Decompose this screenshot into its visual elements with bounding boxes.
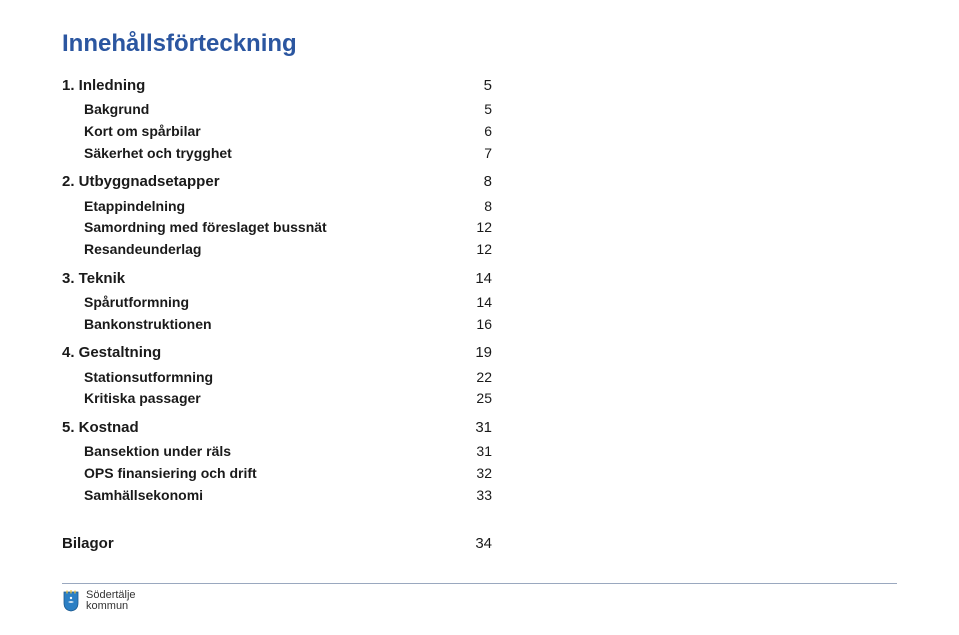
toc-label: 2. Utbyggnadsetapper [62, 170, 220, 193]
toc-page-number: 5 [484, 99, 492, 121]
shield-dot [70, 597, 72, 599]
toc-label: OPS finansiering och drift [62, 463, 257, 485]
toc-label: Bansektion under räls [62, 441, 231, 463]
toc-page-number: 31 [475, 416, 492, 439]
toc-entry: 3. Teknik 14 [62, 267, 492, 290]
toc-label: Bakgrund [62, 99, 149, 121]
toc-entry: Resandeunderlag 12 [62, 239, 492, 261]
toc-entry: Etappindelning 8 [62, 196, 492, 218]
toc-page-number: 31 [476, 441, 492, 463]
toc-entry: 2. Utbyggnadsetapper 8 [62, 170, 492, 193]
footer-text: Södertälje kommun [86, 590, 136, 613]
toc-label: Kort om spårbilar [62, 121, 201, 143]
toc-page-number: 34 [475, 532, 492, 555]
toc-entry: Spårutformning 14 [62, 292, 492, 314]
toc-label: Säkerhet och trygghet [62, 143, 232, 165]
toc-page-number: 33 [476, 485, 492, 507]
toc-entry: 5. Kostnad 31 [62, 416, 492, 439]
toc-page-number: 14 [475, 267, 492, 290]
toc-entry: Bilagor 34 [62, 532, 492, 555]
page-footer: Södertälje kommun [62, 583, 897, 613]
page: Innehållsförteckning 1. Inledning 5 Bakg… [0, 0, 959, 635]
toc-page-number: 8 [484, 170, 492, 193]
toc-label: 3. Teknik [62, 267, 125, 290]
toc-entry: OPS finansiering och drift 32 [62, 463, 492, 485]
municipality-logo-icon [62, 590, 80, 612]
toc-page-number: 12 [476, 217, 492, 239]
toc-entry: Kritiska passager 25 [62, 388, 492, 410]
toc-label: Samhällsekonomi [62, 485, 203, 507]
toc-page-number: 32 [476, 463, 492, 485]
toc-page-number: 7 [484, 143, 492, 165]
toc-label: Stationsutformning [62, 367, 213, 389]
toc-label: 4. Gestaltning [62, 341, 161, 364]
toc-page-number: 19 [475, 341, 492, 364]
toc-entry: Kort om spårbilar 6 [62, 121, 492, 143]
toc-page-number: 16 [476, 314, 492, 336]
toc-label: Samordning med föreslaget bussnät [62, 217, 327, 239]
toc-entry: 4. Gestaltning 19 [62, 341, 492, 364]
toc-label: Spårutformning [62, 292, 189, 314]
toc-label: Bankonstruktionen [62, 314, 212, 336]
toc-page-number: 6 [484, 121, 492, 143]
toc-entry: Bakgrund 5 [62, 99, 492, 121]
toc-page-number: 8 [484, 196, 492, 218]
toc-page-number: 12 [476, 239, 492, 261]
toc-label: Etappindelning [62, 196, 185, 218]
toc-entry: Samhällsekonomi 33 [62, 485, 492, 507]
toc-entry: Samordning med föreslaget bussnät 12 [62, 217, 492, 239]
page-title: Innehållsförteckning [62, 30, 959, 58]
toc-entry: Säkerhet och trygghet 7 [62, 143, 492, 165]
table-of-contents: 1. Inledning 5 Bakgrund 5 Kort om spårbi… [62, 74, 492, 555]
toc-page-number: 22 [476, 367, 492, 389]
toc-entry: Bankonstruktionen 16 [62, 314, 492, 336]
toc-label: Kritiska passager [62, 388, 201, 410]
toc-label: Resandeunderlag [62, 239, 201, 261]
toc-label: 1. Inledning [62, 74, 145, 97]
toc-label: 5. Kostnad [62, 416, 139, 439]
toc-page-number: 14 [476, 292, 492, 314]
toc-page-number: 25 [476, 388, 492, 410]
footer-line2: kommun [86, 601, 136, 613]
toc-entry: 1. Inledning 5 [62, 74, 492, 97]
toc-label: Bilagor [62, 532, 114, 555]
toc-page-number: 5 [484, 74, 492, 97]
toc-entry: Stationsutformning 22 [62, 367, 492, 389]
toc-entry: Bansektion under räls 31 [62, 441, 492, 463]
